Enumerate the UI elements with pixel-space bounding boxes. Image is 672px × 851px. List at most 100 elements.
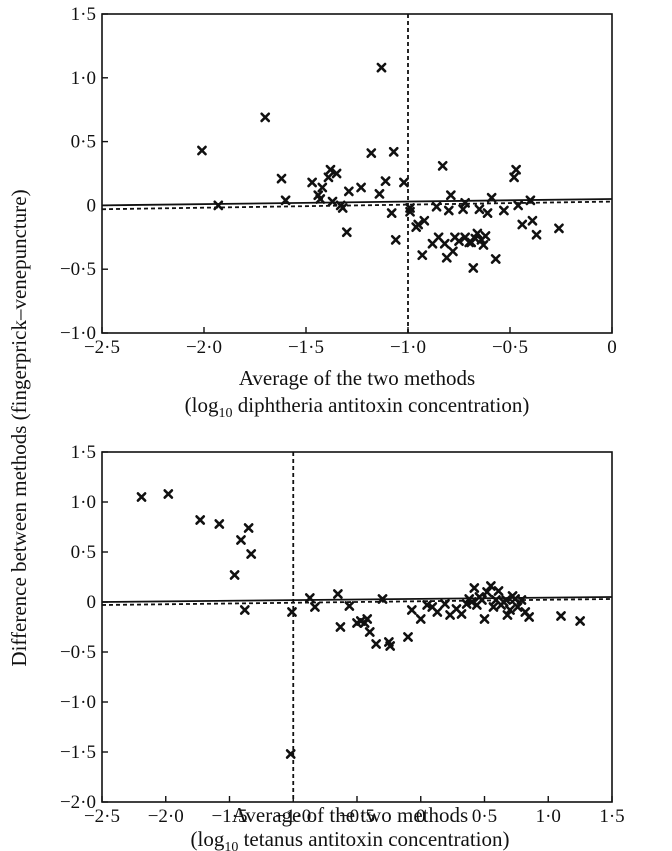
x-axis-title: Average of the two methods [239, 366, 475, 390]
y-tick-label: −2·0 [60, 792, 96, 813]
tick-marks [101, 451, 613, 803]
dashed-fit-line [101, 200, 613, 211]
data-point-marker [195, 515, 206, 525]
data-point-marker [493, 586, 504, 596]
data-point-marker [307, 177, 318, 188]
x-axis-subtitle: (log10 tetanus antitoxin concentration) [191, 827, 510, 851]
data-point-marker [490, 254, 501, 264]
data-point-marker [280, 195, 291, 206]
data-point-marker [371, 639, 382, 649]
data-point-marker [337, 203, 348, 213]
data-point-marker [472, 228, 483, 239]
x-axis-title: Average of the two methods [232, 803, 468, 827]
data-point-marker [482, 587, 492, 597]
data-point-marker [377, 594, 388, 604]
data-point-marker [488, 602, 499, 612]
data-point-marker [341, 227, 352, 238]
y-tick-label: −0·5 [60, 642, 96, 663]
data-point-marker [356, 182, 366, 193]
data-point-marker [415, 614, 426, 624]
data-points [136, 489, 586, 759]
data-point-marker [213, 200, 224, 211]
data-point-marker [485, 581, 496, 591]
data-points [197, 62, 564, 273]
data-point-marker [323, 172, 334, 183]
data-point-marker [403, 632, 413, 642]
data-point-marker [366, 148, 377, 158]
data-point-marker [464, 237, 475, 248]
y-tick-label: −1·0 [60, 692, 96, 713]
data-point-marker [417, 250, 428, 261]
y-tick-label: −1·0 [60, 323, 96, 344]
plot-frame [101, 13, 613, 334]
y-tick-label: 1·0 [71, 68, 96, 89]
data-point-marker [440, 599, 450, 609]
data-point-marker [517, 219, 528, 230]
data-point-marker [474, 204, 485, 215]
data-point-marker [556, 611, 566, 621]
x-tick-label: −1·0 [275, 806, 311, 827]
data-point-marker [466, 597, 477, 607]
data-point-marker [335, 622, 346, 632]
data-point-marker [229, 570, 240, 580]
data-point-marker [443, 205, 454, 216]
x-tick-labels: −2·5 −2·0 −1·5 −1·0 −0·5 0 0·5 1·0 1·5 [84, 806, 625, 827]
data-point-marker [197, 145, 207, 156]
data-point-marker [513, 200, 524, 211]
data-point-marker [509, 172, 519, 183]
data-point-marker [376, 62, 387, 73]
data-point-marker [343, 186, 354, 197]
data-point-marker [480, 231, 491, 241]
y-tick-label: 1·5 [71, 442, 96, 463]
y-tick-label: −0·5 [60, 259, 96, 280]
data-point-marker [511, 164, 522, 175]
x-tick-label: 0 [607, 337, 617, 358]
data-point-marker [431, 201, 442, 212]
x-tick-labels: −2·5 −2·0 −1·5 −1·0 −0·5 0 [84, 337, 617, 358]
y-tick-labels: 1·5 1·0 0·5 0 −0·5 −1·0 [60, 4, 96, 344]
x-tick-label: −0·5 [492, 337, 528, 358]
data-point-marker [502, 610, 513, 620]
data-point-marker [239, 605, 250, 615]
data-point-marker [317, 182, 328, 193]
reference-lines [101, 14, 613, 333]
data-point-marker [163, 489, 174, 499]
data-point-marker [310, 602, 320, 612]
y-tick-label: 0·5 [71, 132, 96, 153]
data-point-marker [439, 238, 450, 249]
data-point-marker [477, 595, 487, 605]
y-axis-title: Difference between methods (fingerprick–… [7, 189, 31, 666]
data-point-marker [260, 112, 271, 123]
x-tick-label: −2·5 [84, 337, 120, 358]
y-tick-label: 1·0 [71, 492, 96, 513]
data-point-marker [468, 263, 479, 273]
data-point-marker [285, 749, 296, 759]
y-tick-label: −1·5 [60, 742, 96, 763]
data-point-marker [304, 593, 315, 603]
data-point-marker [554, 223, 564, 234]
data-point-marker [385, 641, 396, 651]
x-tick-label: −2·5 [84, 806, 120, 827]
data-point-marker [332, 589, 343, 599]
data-point-marker [482, 208, 493, 218]
y-tick-label: 0 [87, 592, 97, 613]
x-tick-label: 0 [416, 806, 426, 827]
data-point-marker [243, 523, 254, 533]
chart-tetanus: −2·5 −2·0 −1·5 −1·0 −0·5 0 0·5 1·0 1·5 1·51·00·5… [60, 442, 625, 851]
data-point-marker [432, 607, 443, 617]
data-point-marker [214, 519, 225, 529]
data-point-marker [374, 189, 385, 199]
x-tick-label: −1·5 [211, 806, 247, 827]
data-point-marker [524, 612, 535, 622]
plot-frame [101, 451, 613, 803]
tick-marks [101, 13, 613, 334]
data-point-marker [512, 602, 523, 612]
data-point-marker [454, 236, 464, 247]
data-point-marker [327, 196, 338, 207]
data-point-marker [460, 197, 471, 208]
chart-diphtheria: −2·5 −2·0 −1·5 −1·0 −0·5 0 1·5 1·0 0·5 0 −0·5 −1·0… [60, 4, 617, 421]
reference-lines [101, 452, 613, 802]
data-point-marker [287, 607, 297, 617]
data-point-marker [344, 601, 355, 611]
data-point-marker [276, 173, 287, 184]
